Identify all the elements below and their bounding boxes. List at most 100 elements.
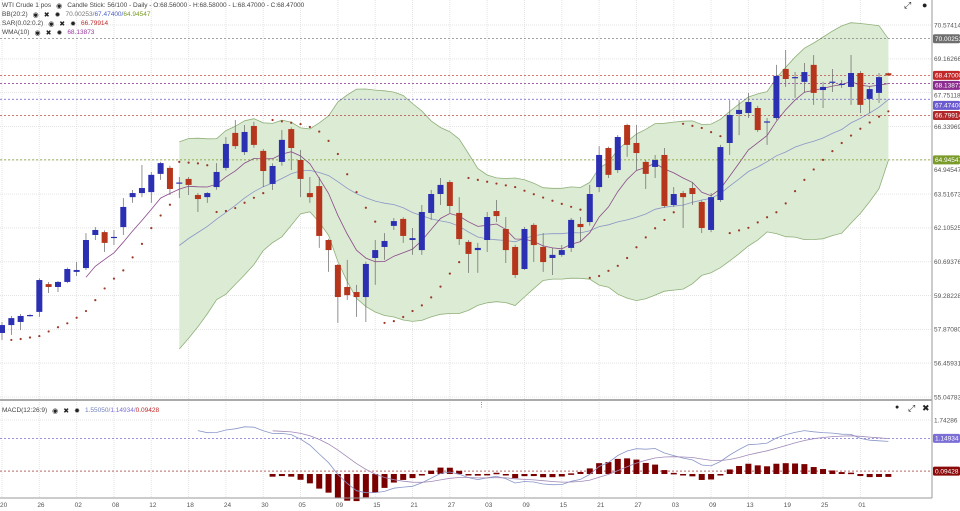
candles [0,50,892,340]
expand-icon[interactable]: ⤢ [904,0,912,10]
candle [670,187,677,207]
sar-dot [196,162,200,165]
macd-histogram-bar [801,464,808,474]
candle-body [418,211,425,251]
sar-dot [94,299,97,302]
signal-value: 1.14934/ [110,407,136,414]
candle-body [400,218,407,236]
candle [344,259,351,300]
indicator-wma: WMA(10) ◉ ✖ ✹ 68.13873 [2,28,94,37]
date-tick-label: 15 [560,502,568,509]
gear-icon[interactable]: ✹ [56,29,63,37]
candle [661,148,668,208]
macd-histogram-bar [502,474,509,476]
date-tick-label: 20 [0,502,8,509]
close-icon[interactable]: ✖ [63,407,70,415]
candle-body [493,211,500,217]
sar-dot [458,261,461,264]
candle [92,227,99,241]
close-icon[interactable]: ✖ [922,403,930,413]
sar-dot [616,264,619,267]
candle [316,177,323,248]
candle-body [26,315,33,317]
sar-dot [504,184,507,187]
candle [642,159,649,189]
macd-histogram-bar [810,467,817,474]
sar-dot [308,125,311,129]
eye-icon[interactable]: ◉ [52,407,59,415]
date-tick-label: 03 [672,502,680,509]
bb-lower-value: 64.94547 [123,11,151,18]
gear-icon[interactable]: ✹ [70,20,77,28]
sar-dot [765,216,769,219]
eye-icon[interactable]: ◉ [32,11,39,19]
candle [129,189,136,203]
date-tick-label: 18 [187,502,195,509]
sar-dot [56,326,60,329]
macd-histogram-bar [745,463,752,474]
candle [876,73,883,103]
eye-icon[interactable]: ◉ [48,20,55,28]
sar-dot [849,134,853,137]
candle [549,247,556,275]
sar-dot [579,208,582,211]
candle-body [484,217,491,241]
sar-dot [383,321,386,325]
candle-body [745,102,752,114]
close-icon[interactable]: ✖ [59,20,66,28]
sar-dot [877,115,881,118]
price-tick-label: 62.10525 [934,225,960,232]
candle-body [614,136,621,171]
close-icon[interactable]: ✖ [45,29,52,37]
candle-body [17,315,24,322]
sar-dot [168,203,172,206]
macd-histogram-bar [652,464,659,474]
close-icon[interactable]: ✖ [43,11,50,19]
macd-histogram-bar [530,474,537,477]
date-tick-label: 12 [149,502,157,509]
candle [745,92,752,119]
candle [614,135,621,173]
candle-body [325,240,332,251]
sar-dot [542,196,545,199]
sar-dot [327,139,330,142]
price-tick-label: 67.75118 [934,93,960,100]
candle-body [148,174,155,193]
axes: 20 26 02 08 12 18 24 30 05 09 15 21 27 03 09 15 21 27 03 09… [0,22,960,509]
indicator-bb: BB(20:2) ◉ ✖ ✹ 70.00253/67.47400/64.9454… [2,10,150,19]
sar-dot [635,246,638,249]
date-tick-label: 19 [784,502,792,509]
date-tick-label: 21 [597,502,605,509]
macd-histogram-bar [866,474,873,478]
sar-dot [681,122,685,125]
macd-histogram-bar [624,458,631,474]
gear-icon[interactable]: ✹ [74,407,81,415]
candle [829,68,836,92]
candle [148,171,155,203]
indicator-name: SAR(0.02:0.2) [2,20,44,27]
splitter-handle-icon[interactable]: ⋮ [478,402,485,409]
gear-icon[interactable]: ✹ [54,11,61,19]
candle [568,217,575,252]
macd-histogram-bar [717,474,724,476]
pin-icon[interactable]: ● [895,404,900,411]
candle [512,244,519,278]
sar-dot [234,206,237,210]
candle [138,165,145,198]
candle [26,314,33,317]
price-badge-label: 64.94547 [935,157,960,164]
sar-dot [812,168,815,171]
candle-body [54,281,61,287]
candle [101,230,108,252]
expand-icon[interactable]: ⤢ [908,403,916,413]
sar-dot [47,330,50,333]
eye-icon[interactable]: ◉ [56,2,63,10]
candle [82,233,89,270]
eye-icon[interactable]: ◉ [34,29,41,37]
candle [736,100,743,136]
sar-dot [439,285,442,288]
candle-body [549,254,556,258]
sar-dot [532,193,535,196]
pin-icon[interactable]: ● [922,0,928,10]
